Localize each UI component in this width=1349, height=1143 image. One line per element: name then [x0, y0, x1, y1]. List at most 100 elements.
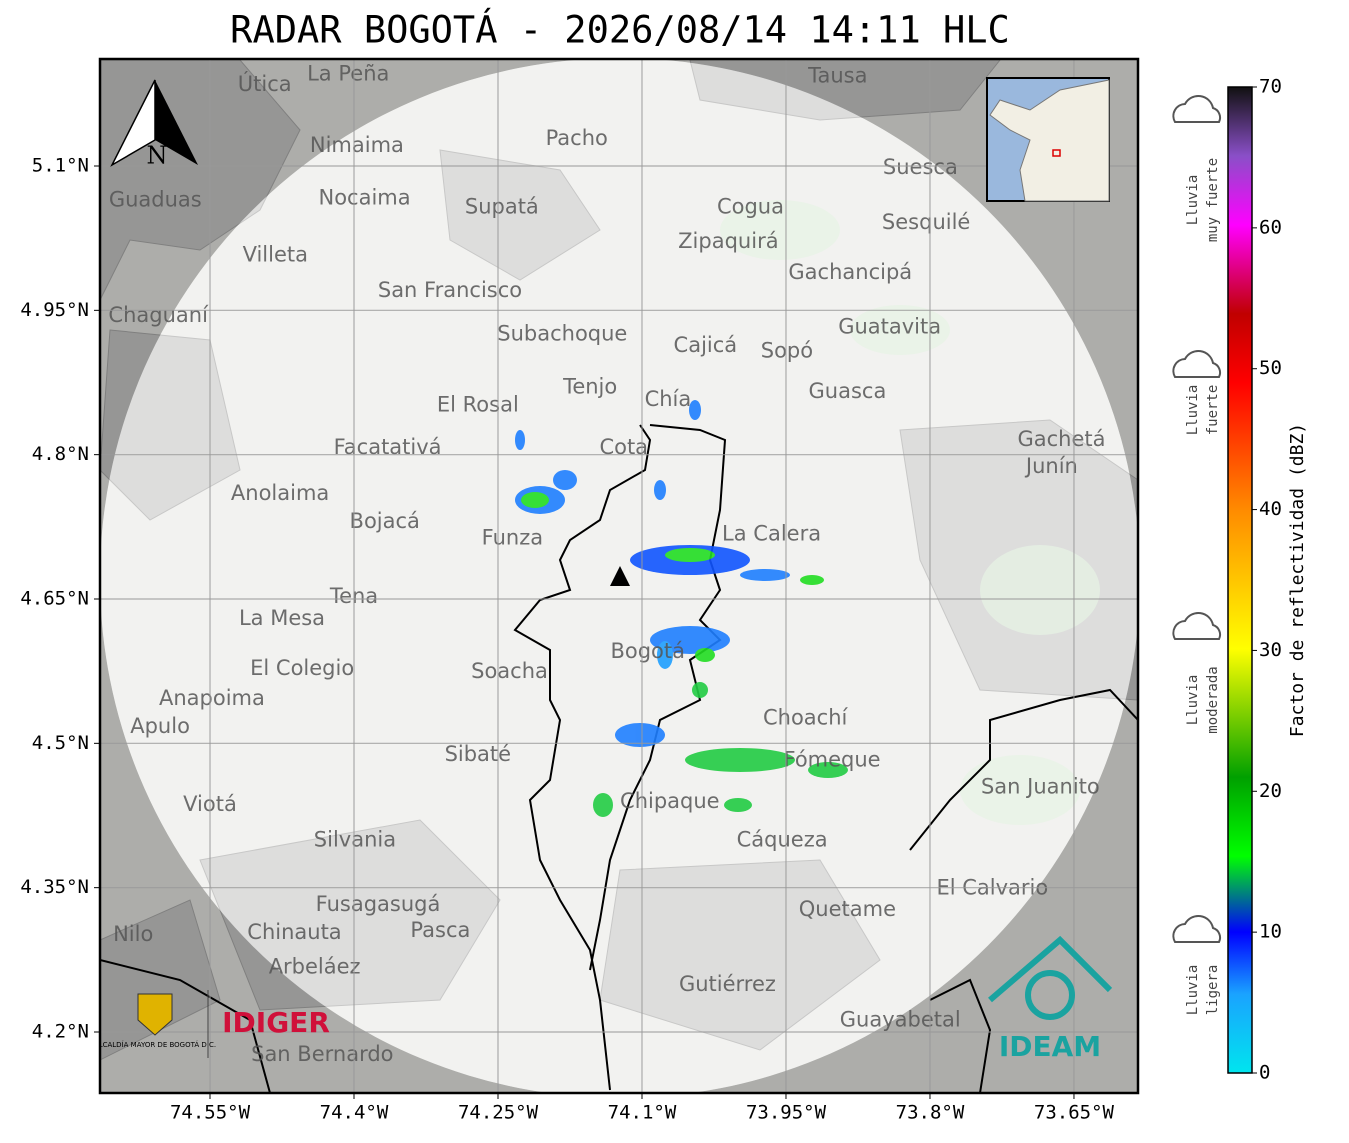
place-label: Villeta — [243, 242, 308, 266]
colorbar-ticks: 0 10 20 30 40 50 60 70 — [1252, 76, 1282, 1084]
place-label: Soacha — [471, 659, 548, 683]
place-label: Gutiérrez — [679, 972, 776, 996]
place-label: Suesca — [883, 155, 958, 179]
place-label: Pasca — [410, 918, 470, 942]
rain-icon — [1172, 611, 1222, 640]
colorbar-tick-label: 70 — [1259, 76, 1282, 98]
place-label: Útica — [238, 71, 292, 96]
x-tick-label: 73.65°W — [1034, 1102, 1115, 1124]
place-label: Anapoima — [159, 686, 265, 710]
place-label: Gachancipá — [788, 260, 912, 284]
place-label: Bogotá — [610, 639, 685, 663]
rain-level: Lluvia muy fuerte — [1172, 94, 1222, 242]
place-label: Guatavita — [838, 315, 941, 339]
grid — [100, 59, 1138, 1093]
place-label: Cáqueza — [737, 828, 828, 852]
place-label: Nocaima — [318, 186, 410, 210]
x-tick-label: 73.8°W — [896, 1102, 965, 1124]
place-label: Cogua — [717, 194, 784, 218]
rain-level-label: ligera — [1205, 965, 1221, 1016]
place-label: Chaguaní — [108, 303, 209, 327]
place-label: Silvania — [314, 828, 396, 852]
logo-alcaldia: ALCALDÍA MAYOR DE BOGOTÁ D.C. IDIGER — [94, 990, 330, 1058]
rain-level-label: Lluvia — [1185, 675, 1201, 726]
place-labels: La Peña Útica Tausa Pacho Nimaima Nocaima Supa… — [108, 62, 1105, 1067]
y-tick-label: 4.65°N — [20, 587, 89, 609]
idiger-logo: IDIGER — [222, 1006, 330, 1039]
rain-level: Lluvia fuerte — [1172, 349, 1222, 436]
place-label: Quetame — [799, 897, 896, 921]
place-label: Cajicá — [674, 333, 738, 357]
place-label: Tausa — [807, 64, 867, 88]
rain-icon — [1172, 94, 1222, 123]
place-label: Guayabetal — [840, 1007, 961, 1031]
place-label: San Bernardo — [251, 1042, 393, 1066]
x-tick-label: 74.25°W — [458, 1102, 539, 1124]
place-label: Subachoque — [497, 321, 627, 345]
colorbar-tick-label: 30 — [1259, 639, 1282, 661]
place-label: Facatativá — [334, 435, 442, 459]
rain-level-label: moderada — [1205, 666, 1221, 733]
colorbar-label: Factor de reflectividad (dBZ) — [1287, 423, 1308, 737]
place-label: Supatá — [465, 194, 539, 218]
colorbar-tick-label: 0 — [1259, 1062, 1270, 1084]
boundaries — [100, 424, 1138, 1093]
place-label: Junín — [1024, 454, 1078, 478]
rain-level-label: Lluvia — [1185, 965, 1201, 1016]
place-label: Fómeque — [783, 748, 880, 772]
place-label: Anolaima — [231, 481, 329, 505]
north-arrow: N — [110, 79, 198, 170]
place-label: Funza — [482, 525, 543, 549]
colorbar-tick-label: 40 — [1259, 498, 1282, 520]
place-label: Tenjo — [562, 374, 617, 398]
colorbar-tick-label: 10 — [1259, 921, 1282, 943]
place-label: La Peña — [307, 62, 389, 86]
place-label: Zipaquirá — [678, 229, 778, 253]
rain-icon — [1172, 914, 1222, 943]
colorbar-tick-label: 20 — [1259, 780, 1282, 802]
place-label: Cota — [599, 435, 648, 459]
colorbar-tick-label: 50 — [1259, 357, 1282, 379]
logo-ideam: IDEAM — [988, 935, 1113, 1063]
place-label: La Calera — [722, 522, 821, 546]
rain-level: Lluvia ligera — [1172, 914, 1222, 1016]
ideam-logo: IDEAM — [999, 1030, 1101, 1063]
rain-level: Lluvia moderada — [1172, 611, 1222, 734]
rain-level-label: fuerte — [1205, 385, 1221, 436]
place-label: San Juanito — [981, 775, 1100, 799]
rain-level-label: Lluvia — [1185, 385, 1201, 436]
map-area: La Peña Útica Tausa Pacho Nimaima Nocaima Supa… — [94, 59, 1138, 1093]
place-label: Apulo — [130, 714, 190, 738]
map-frame — [98, 57, 1140, 1095]
inset-map — [986, 77, 1110, 202]
rain-level-label: Lluvia — [1185, 175, 1201, 226]
place-label: Nimaima — [310, 133, 404, 157]
place-label: Guaduas — [109, 188, 202, 212]
x-tick-label: 74.1°W — [608, 1102, 677, 1124]
y-tick-label: 4.2°N — [32, 1020, 89, 1042]
place-label: Fusagasugá — [316, 892, 441, 916]
title: RADAR BOGOTÁ - 2026/08/14 14:11 HLC — [230, 8, 1010, 52]
place-label: La Mesa — [239, 606, 325, 630]
vegetation — [720, 200, 1100, 825]
y-tick-label: 4.95°N — [20, 299, 89, 321]
place-label: Chía — [645, 387, 692, 411]
place-label: San Francisco — [378, 278, 522, 302]
x-tick-label: 73.95°W — [746, 1102, 827, 1124]
radar-site — [610, 566, 630, 586]
alcaldia-text: ALCALDÍA MAYOR DE BOGOTÁ D.C. — [94, 1040, 216, 1049]
y-tick-label: 4.8°N — [32, 443, 89, 465]
place-label: Arbeláez — [269, 955, 361, 979]
place-label: Pacho — [546, 126, 608, 150]
north-label: N — [147, 142, 168, 170]
colorbar — [1227, 86, 1253, 1074]
y-tick-label: 5.1°N — [32, 154, 89, 176]
place-label: Chipaque — [620, 789, 720, 813]
place-label: Choachí — [763, 705, 849, 729]
y-tick-label: 4.35°N — [20, 876, 89, 898]
place-label: Bojacá — [350, 509, 420, 533]
place-label: El Rosal — [437, 393, 519, 417]
y-tick-label: 4.5°N — [32, 732, 89, 754]
rain-level-label: muy fuerte — [1205, 158, 1221, 242]
